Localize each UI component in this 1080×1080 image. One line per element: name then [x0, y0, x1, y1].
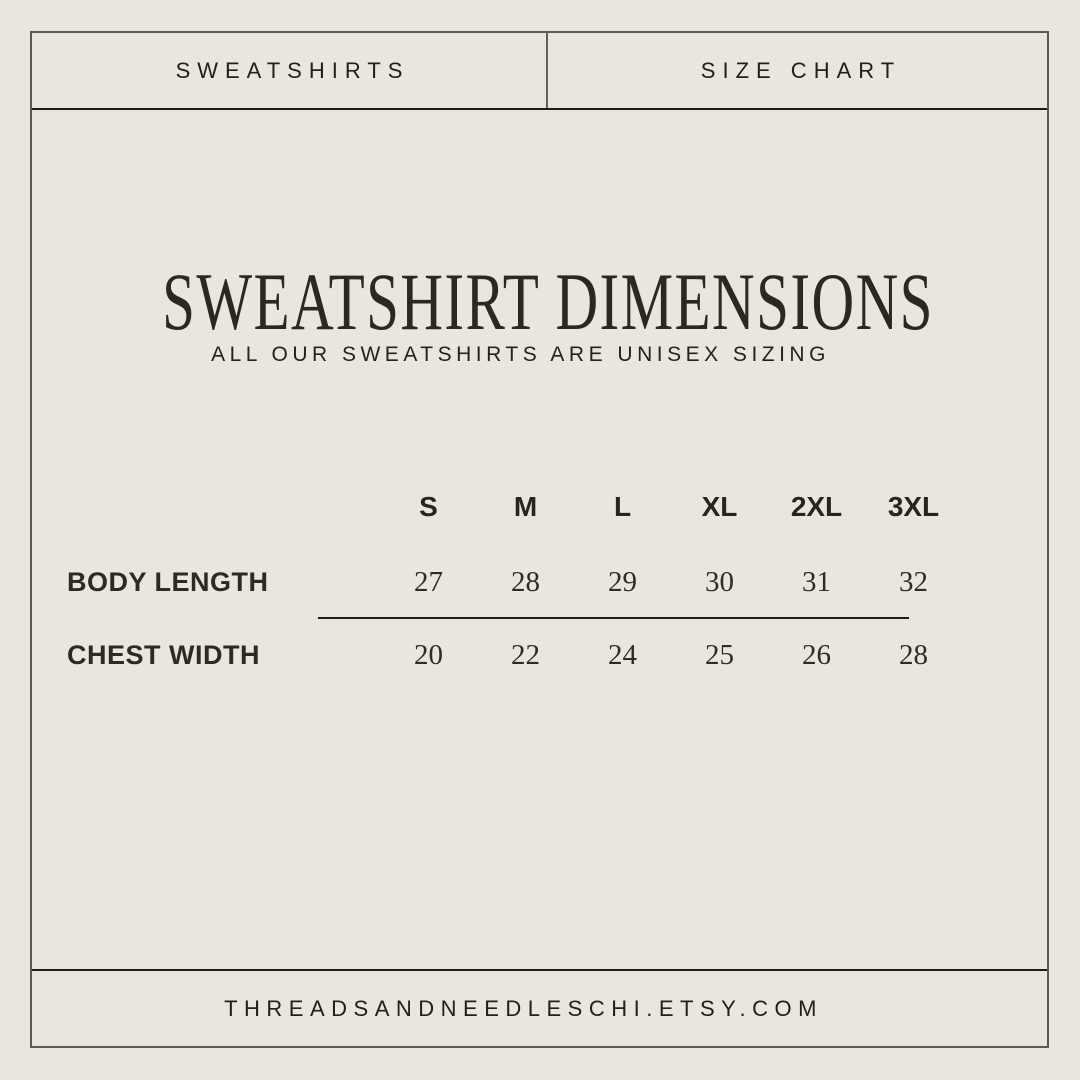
header-right-label: SIZE CHART — [700, 57, 902, 83]
size-col-3xl: 3XL — [887, 491, 940, 522]
chest-width-m: 22 — [511, 638, 540, 671]
body-length-xl: 30 — [705, 565, 734, 598]
page-title: SWEATSHIRT DIMENSIONS — [162, 256, 934, 347]
size-col-xl: XL — [701, 491, 738, 522]
size-col-m: M — [513, 491, 538, 522]
shop-website-url: THREADSANDNEEDLESCHI.ETSY.COM — [224, 995, 823, 1021]
size-col-s: S — [419, 491, 438, 522]
table-row-chest-width: CHEST WIDTH 20 22 24 25 26 28 — [32, 635, 1047, 675]
chest-width-xl: 25 — [705, 638, 734, 671]
body-length-s: 27 — [414, 565, 443, 598]
outer-frame: SWEATSHIRTS SIZE CHART SWEATSHIRT DIMENS… — [30, 31, 1049, 1048]
body-length-m: 28 — [511, 565, 540, 598]
header-left-label: SWEATSHIRTS — [175, 57, 410, 83]
header-cell-sweatshirts: SWEATSHIRTS — [32, 33, 548, 108]
chest-width-3xl: 28 — [899, 638, 928, 671]
size-col-l: L — [613, 491, 632, 522]
header-band: SWEATSHIRTS SIZE CHART — [32, 33, 1047, 110]
chest-width-s: 20 — [414, 638, 443, 671]
row-label-body-length: BODY LENGTH — [67, 566, 269, 597]
page-subtitle: ALL OUR SWEATSHIRTS ARE UNISEX SIZING — [211, 343, 830, 366]
header-cell-size-chart: SIZE CHART — [548, 33, 1047, 108]
table-row-body-length: BODY LENGTH 27 28 29 30 31 32 — [32, 562, 1047, 602]
size-header-row: S M L XL 2XL 3XL — [32, 487, 1047, 527]
size-col-2xl: 2XL — [790, 491, 843, 522]
body-length-l: 29 — [608, 565, 637, 598]
chest-width-2xl: 26 — [802, 638, 831, 671]
row-label-chest-width: CHEST WIDTH — [67, 639, 260, 670]
chest-width-l: 24 — [608, 638, 637, 671]
body-length-2xl: 31 — [802, 565, 831, 598]
footer-band: THREADSANDNEEDLESCHI.ETSY.COM — [32, 969, 1047, 1046]
body-length-3xl: 32 — [899, 565, 928, 598]
table-row-divider — [318, 617, 909, 619]
